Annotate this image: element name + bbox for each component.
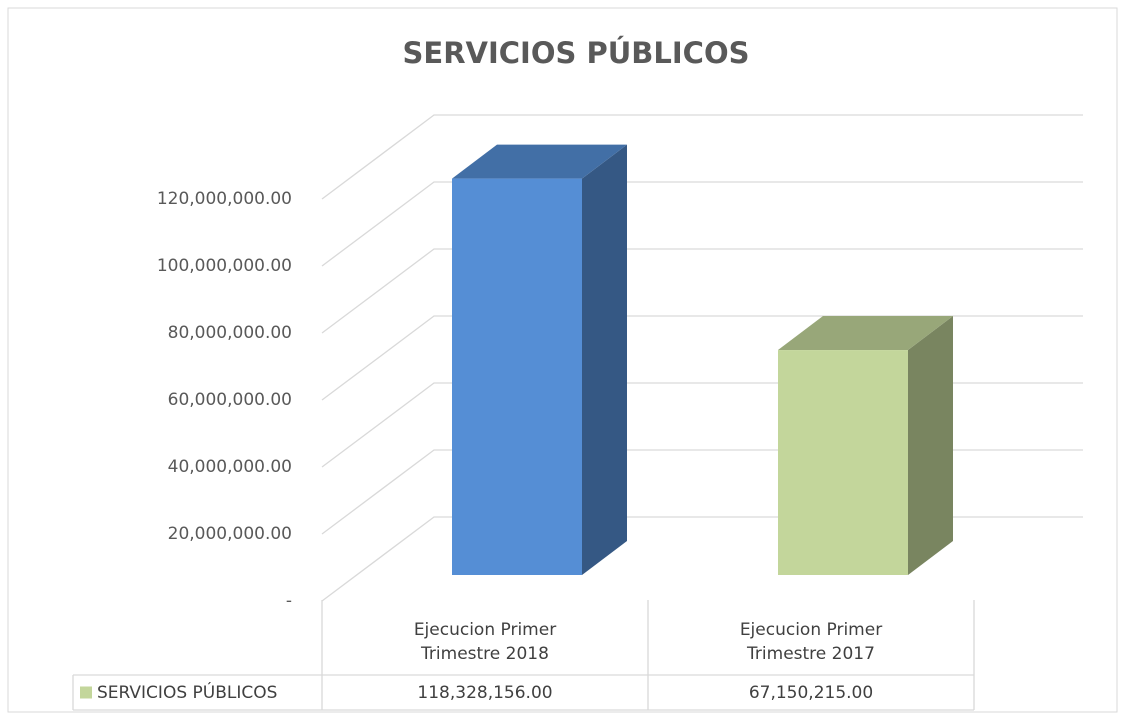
y-tick-label: - [286, 591, 292, 611]
y-tick-label: 40,000,000.00 [168, 457, 292, 477]
bar [452, 178, 582, 575]
legend-swatch [80, 686, 92, 699]
grid-line [321, 315, 1083, 401]
chart-title: SERVICIOS PÚBLICOS [403, 36, 750, 70]
bar [778, 350, 908, 575]
bar-top [452, 144, 627, 179]
bars [452, 144, 953, 575]
grid-line [321, 114, 1083, 200]
bar-side [582, 144, 627, 575]
y-tick-label: 20,000,000.00 [168, 524, 292, 544]
grid-line [321, 248, 1083, 334]
legend-label: SERVICIOS PÚBLICOS [97, 682, 278, 703]
y-tick-label: 100,000,000.00 [157, 256, 292, 276]
y-tick-label: 120,000,000.00 [157, 189, 292, 209]
bar-side [908, 316, 953, 575]
grid-line [321, 181, 1083, 267]
value-label: 67,150,215.00 [748, 682, 874, 703]
category-label: Ejecucion Primer Trimestre 2018 [413, 619, 557, 664]
y-tick-label: 80,000,000.00 [168, 323, 292, 343]
value-label: 118,328,156.00 [417, 682, 553, 703]
bar-top [778, 316, 953, 351]
y-tick-label: 60,000,000.00 [168, 390, 292, 410]
category-label: Ejecucion Primer Trimestre 2017 [739, 619, 883, 664]
